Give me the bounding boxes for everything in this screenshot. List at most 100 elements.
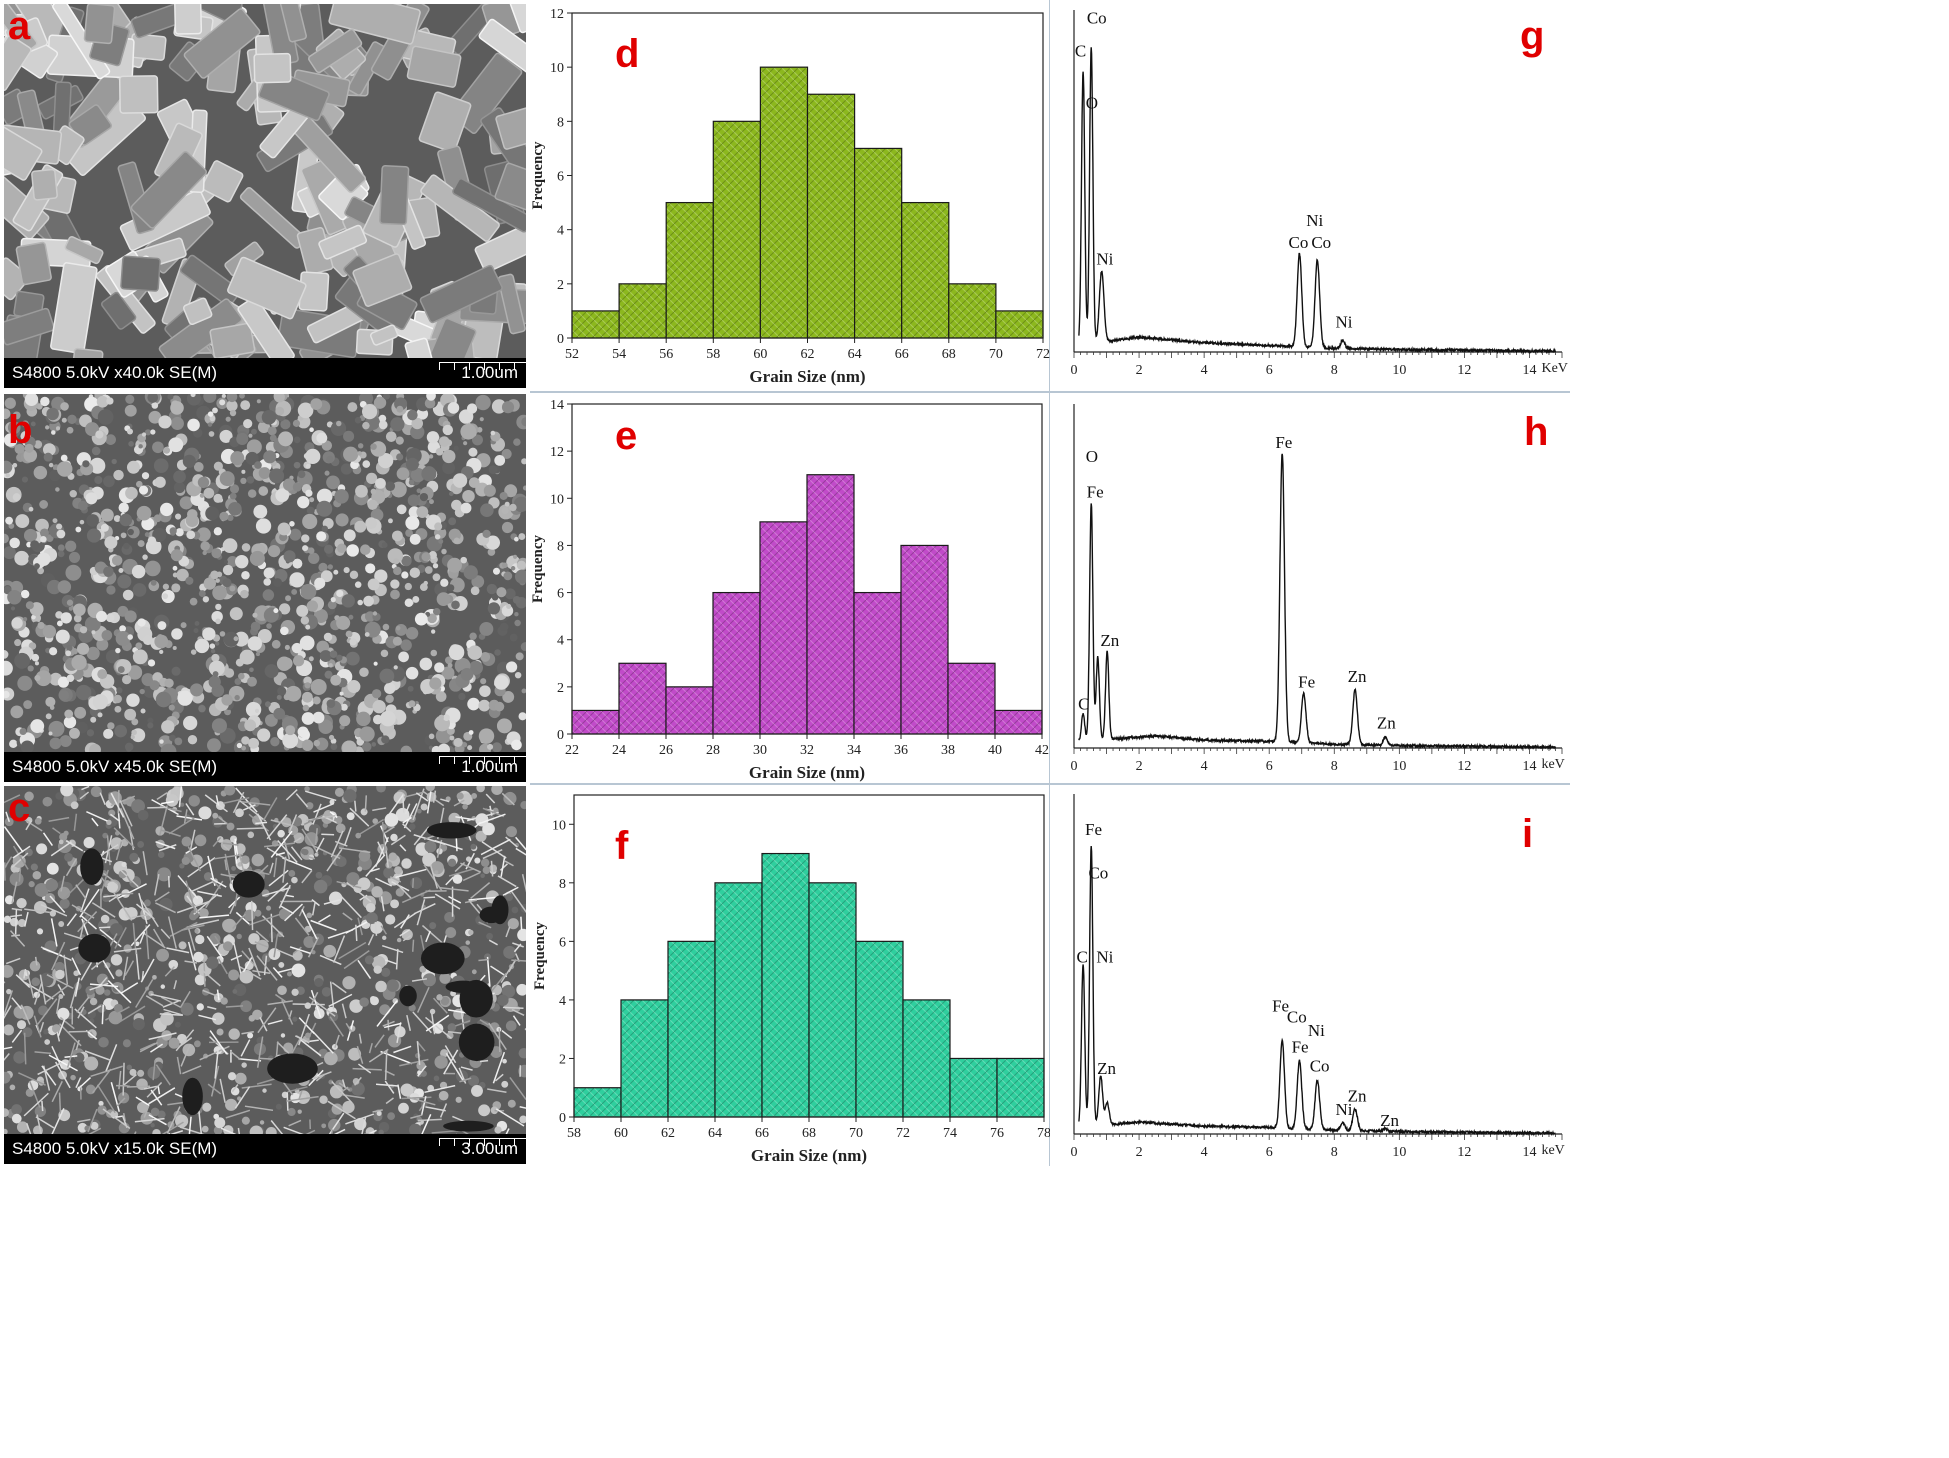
sem-needle [155,1064,171,1086]
y-tick-label: 8 [559,877,566,892]
sem-needle [199,914,230,919]
sem-grain [34,661,39,666]
sem-grain [360,544,371,555]
sem-grain [518,533,526,541]
sem-grain [187,418,200,432]
sem-grain [42,624,57,639]
sem-needle [440,798,450,803]
sem-grain [478,699,491,712]
sem-grain [77,500,88,511]
sem-grain [365,912,378,925]
x-tick-label: 10 [1392,759,1406,774]
sem-grain [211,718,227,734]
sem-grain [278,431,294,447]
sem-needle [387,1019,390,1031]
peak-label: O [1086,93,1098,112]
sem-grain [447,1023,457,1032]
sem-grain [49,910,57,917]
sem-needle [48,816,70,823]
sem-needle [155,841,176,850]
sem-needle [354,800,357,812]
sem-needle [482,849,503,860]
sem-grain [113,1003,123,1013]
sem-grain [339,691,344,696]
eds-panel-h: 0 2 4 6 8 10 12 14 keV O Fe Zn C Fe Fe Zn Zn h [1050,392,1570,784]
sem-needle [4,1046,13,1050]
sem-grain [422,973,436,987]
sem-grain [159,739,164,744]
sem-grain [496,718,512,734]
sem-grain [215,618,221,625]
sem-grain [16,1121,29,1133]
sem-needle [117,790,120,814]
sem-grain [104,989,111,996]
sem-needle [41,1065,57,1086]
sem-grain [445,927,457,939]
sem-grain [321,987,332,997]
sem-grain [40,396,50,407]
sem-grain [186,394,202,406]
sem-grain [310,398,323,410]
sem-grain [11,1104,22,1115]
sem-grain [153,458,169,473]
sem-grain [48,462,54,468]
sem-grain [248,737,260,749]
sem-needle [154,873,160,896]
sem-grain [97,409,114,425]
sem-grain [108,809,116,817]
sem-grain [400,745,412,752]
sem-grain [76,684,92,701]
sem-crystal [328,4,421,45]
sem-needle [479,1019,490,1026]
sem-grain [302,545,309,552]
sem-grain [441,666,455,680]
sem-needle [298,1013,310,1046]
sem-grain [241,1116,250,1125]
sem-needle [275,852,286,856]
sem-grain [27,665,34,672]
peak-label: Ni [1096,948,1113,967]
sem-needle [36,1114,42,1134]
sem-needle [178,786,183,808]
sem-grain [400,1083,414,1097]
sem-needle [46,974,74,990]
histogram-bar [901,201,950,339]
sem-needle [309,1039,319,1043]
sem-grain [428,550,437,560]
sem-grain [300,583,317,600]
x-tick-label: 68 [942,347,956,362]
sem-grain [182,1043,196,1057]
sem-needle [182,1065,202,1075]
sem-grain [327,564,333,570]
sem-grain [292,419,301,427]
sem-grain [421,552,431,562]
sem-needle [241,800,271,806]
sem-needle [148,1032,177,1041]
sem-grain [264,701,271,708]
sem-grain [345,630,353,638]
sem-grain [86,528,102,543]
sem-grain [270,737,280,747]
sem-info-text: S4800 5.0kV x15.0k SE(M) [12,1139,218,1158]
x-tick-label: 2 [1136,1145,1143,1160]
sem-grain [263,567,275,579]
sem-grain [330,674,342,686]
sem-grain [328,663,333,668]
sem-grain [209,415,216,422]
peak-label: Zn [1377,714,1396,733]
sem-grain [398,651,409,663]
sem-needle [283,1082,294,1096]
sem-grain [150,1107,160,1117]
peak-label: Zn [1097,1059,1116,1078]
sem-grain [229,492,237,500]
sem-needle [206,935,224,960]
sem-grain [430,861,444,875]
sem-grain [5,473,10,478]
sem-grain [476,426,483,433]
sem-grain [467,697,480,711]
scale-ticks [439,362,526,370]
sem-grain [182,454,196,468]
sem-grain [4,1071,11,1084]
sem-grain [86,729,95,737]
